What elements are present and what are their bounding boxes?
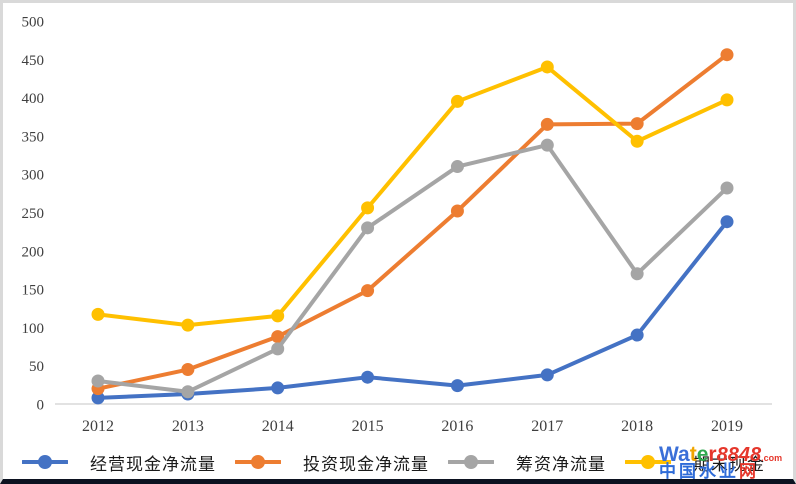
- svg-text:2017: 2017: [531, 418, 563, 435]
- watermark: Water8848.com 中国水业网: [659, 443, 793, 481]
- svg-text:500: 500: [22, 15, 45, 31]
- legend-marker-icon: [22, 455, 68, 469]
- legend-marker-icon: [235, 455, 281, 469]
- svg-text:50: 50: [29, 359, 44, 375]
- svg-text:2013: 2013: [172, 418, 204, 435]
- svg-text:400: 400: [22, 91, 45, 107]
- legend-item-ending-cash: 期末现金: [625, 450, 765, 475]
- legend-label: 投资现金净流量: [303, 454, 429, 474]
- watermark-site-name: 中国水业网: [659, 462, 759, 481]
- svg-text:2019: 2019: [711, 418, 743, 435]
- svg-text:150: 150: [22, 283, 45, 299]
- legend-item-financing: 筹资净流量: [448, 450, 606, 475]
- legend-item-investing: 投资现金净流量: [235, 450, 429, 475]
- legend-marker-icon: [448, 455, 494, 469]
- svg-text:300: 300: [22, 168, 45, 184]
- watermark-logo-text: Water8848.com: [659, 443, 783, 466]
- legend-marker-icon: [625, 455, 671, 469]
- svg-text:2015: 2015: [352, 418, 384, 435]
- legend-label: 期末现金: [693, 454, 765, 474]
- line-chart: 0 50 100 150 200 250 300 350 400 450 500 2012 2013 20…: [22, 15, 772, 435]
- svg-text:350: 350: [22, 129, 45, 145]
- svg-text:450: 450: [22, 53, 45, 69]
- svg-text:100: 100: [22, 321, 45, 337]
- svg-text:2012: 2012: [82, 418, 114, 435]
- svg-text:2014: 2014: [262, 418, 294, 435]
- legend-label: 经营现金净流量: [90, 454, 216, 474]
- svg-text:250: 250: [22, 206, 45, 222]
- svg-text:2016: 2016: [441, 418, 473, 435]
- legend-item-operating: 经营现金净流量: [22, 450, 216, 475]
- chart-legend: 经营现金净流量 投资现金净流量 筹资净流量 期末现金: [3, 447, 793, 477]
- svg-text:2018: 2018: [621, 418, 653, 435]
- svg-text:0: 0: [37, 398, 45, 414]
- legend-label: 筹资净流量: [516, 454, 606, 474]
- svg-text:200: 200: [22, 244, 45, 260]
